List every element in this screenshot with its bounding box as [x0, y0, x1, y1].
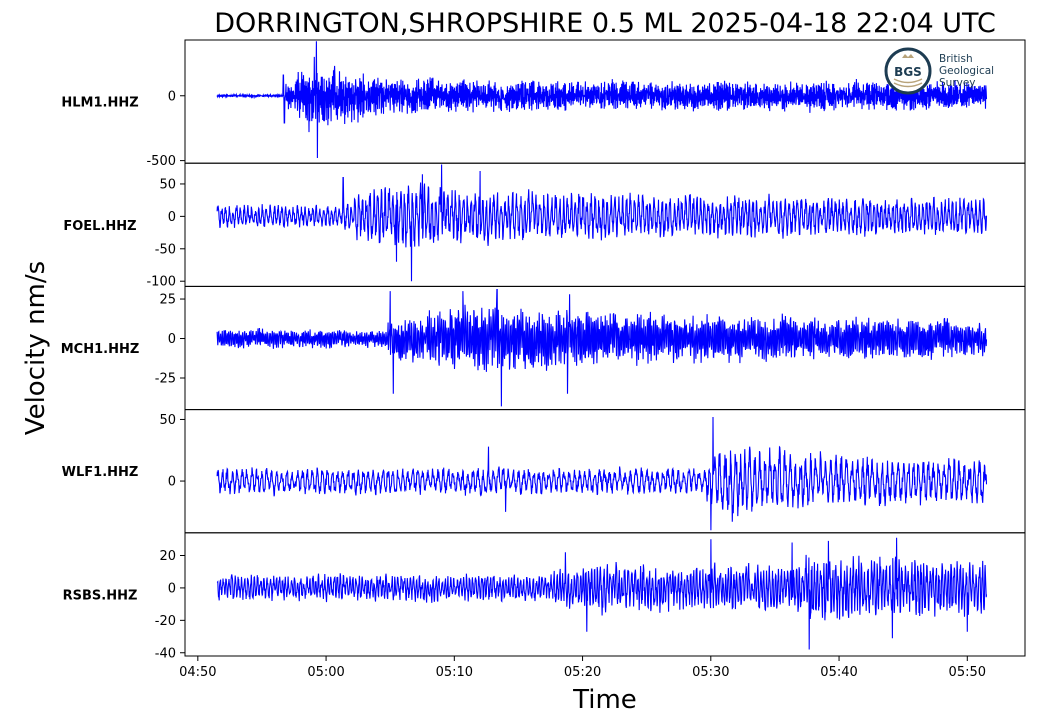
x-tick-label: 05:20: [564, 665, 601, 680]
station-label: WLF1.HHZ: [62, 465, 139, 480]
y-tick-label: 25: [159, 293, 176, 308]
y-tick-label: -500: [146, 154, 176, 169]
station-label: HLM1.HHZ: [61, 96, 138, 111]
waveform-line: [216, 416, 988, 531]
y-tick-label: 0: [168, 581, 176, 596]
y-tick-label: -100: [146, 275, 176, 290]
trace-panel: RSBS.HHZ 20 0 -20 -40: [63, 532, 1026, 661]
y-tick-label: 20: [159, 549, 176, 564]
panel-frame: [184, 532, 1026, 657]
y-tick-label: -25: [155, 372, 176, 387]
y-tick-label: 0: [168, 89, 176, 104]
logo-line: British: [939, 53, 973, 65]
x-tick-label: 05:40: [820, 665, 857, 680]
y-tick-label: 0: [168, 475, 176, 490]
x-tick-label: 05:10: [436, 665, 473, 680]
trace-panel: WLF1.HHZ 50 0: [62, 409, 1026, 534]
y-tick-label: -50: [155, 242, 176, 257]
trace-panel: HLM1.HHZ 0 -500: [61, 39, 1026, 169]
x-tick-label: 05:00: [307, 665, 344, 680]
logo-mark: BGS: [894, 65, 922, 79]
logo-ring: [884, 47, 932, 95]
x-tick-label: 04:50: [179, 665, 216, 680]
station-label: MCH1.HHZ: [61, 342, 140, 357]
waveform-line: [216, 537, 988, 650]
trace-panels: HLM1.HHZ 0 -500 FOEL.HHZ 50 0 -50 -100 MCH1.HHZ 2…: [61, 39, 1026, 661]
waveform-line: [216, 289, 988, 407]
station-label: FOEL.HHZ: [63, 219, 136, 234]
y-tick-label: -20: [155, 614, 176, 629]
x-axis: 04:50 05:00 05:10 05:20 05:30 05:40 05:50: [179, 656, 986, 680]
y-tick-label: 0: [168, 332, 176, 347]
bgs-logo: BGS British Geological Survey: [884, 47, 994, 95]
logo-wave: [893, 82, 923, 88]
x-axis-label: Time: [572, 685, 637, 715]
waveform-line: [216, 164, 988, 282]
y-tick-label: 50: [159, 177, 176, 192]
x-tick-label: 05:30: [692, 665, 729, 680]
logo-line: Geological: [939, 65, 994, 77]
x-tick-label: 05:50: [949, 665, 986, 680]
y-tick-label: -40: [155, 646, 176, 661]
chart-title: DORRINGTON,SHROPSHIRE 0.5 ML 2025-04-18 …: [214, 8, 996, 39]
logo-wave: [893, 78, 923, 84]
station-label: RSBS.HHZ: [63, 588, 138, 603]
y-tick-label: 50: [159, 413, 176, 428]
waveform-line: [216, 41, 988, 159]
trace-panel: FOEL.HHZ 50 0 -50 -100: [63, 162, 1026, 290]
y-tick-label: 0: [168, 210, 176, 225]
trace-panel: MCH1.HHZ 25 0 -25: [61, 285, 1026, 411]
logo-line: Survey: [939, 77, 976, 89]
y-axis-label: Velocity nm/s: [21, 261, 51, 435]
crown-icon: [902, 54, 914, 58]
